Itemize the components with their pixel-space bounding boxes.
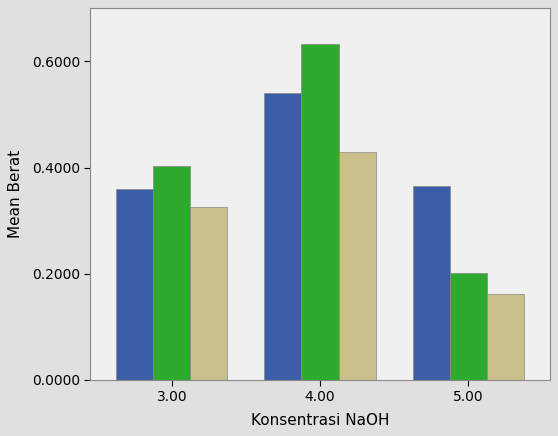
Y-axis label: Mean Berat: Mean Berat bbox=[8, 150, 23, 238]
X-axis label: Konsentrasi NaOH: Konsentrasi NaOH bbox=[251, 412, 389, 428]
Bar bbox=[190, 208, 228, 380]
Bar bbox=[116, 189, 153, 380]
Bar bbox=[301, 44, 339, 380]
Bar bbox=[450, 272, 487, 380]
Bar bbox=[339, 152, 376, 380]
Bar bbox=[487, 294, 524, 380]
Bar bbox=[412, 186, 450, 380]
Bar bbox=[264, 93, 301, 380]
Bar bbox=[153, 166, 190, 380]
